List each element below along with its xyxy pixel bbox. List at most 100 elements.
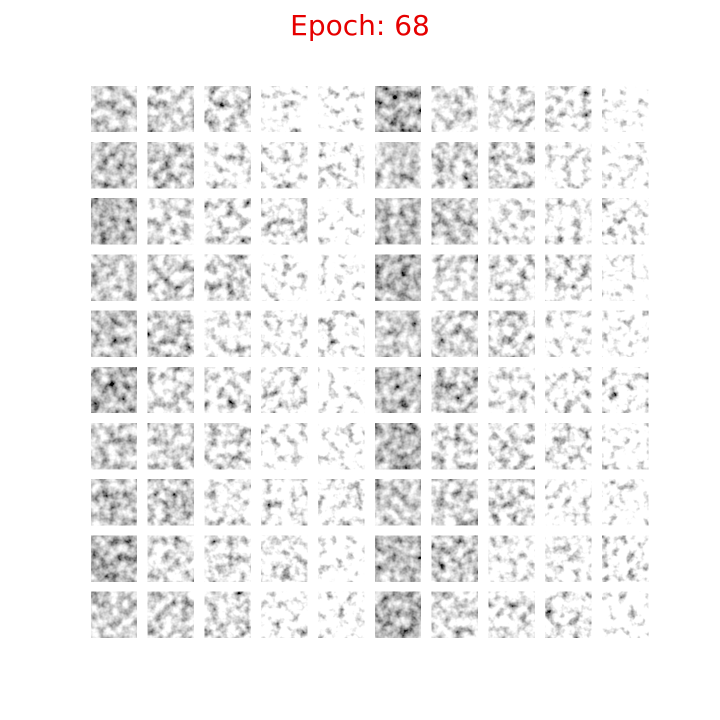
sample-image (545, 535, 592, 582)
sample-image (318, 423, 365, 470)
sample-image (488, 198, 535, 245)
image-grid (91, 86, 649, 638)
sample-image (318, 142, 365, 189)
sample-image (261, 198, 308, 245)
sample-image (318, 198, 365, 245)
sample-image (375, 310, 421, 357)
sample-image (261, 367, 308, 413)
sample-image (488, 254, 535, 301)
sample-image (91, 367, 137, 413)
sample-image (488, 535, 535, 582)
sample-image (318, 254, 365, 301)
sample-image (431, 367, 478, 413)
sample-image (318, 535, 365, 582)
sample-image (545, 479, 592, 526)
sample-image (602, 254, 649, 301)
sample-image (375, 367, 421, 413)
sample-image (147, 254, 194, 301)
sample-image (204, 198, 251, 245)
sample-image (375, 535, 421, 582)
sample-image (318, 591, 365, 638)
sample-image (91, 86, 137, 132)
sample-image (375, 479, 421, 526)
sample-image (147, 591, 194, 638)
sample-image (545, 86, 592, 132)
sample-image (431, 591, 478, 638)
sample-image (488, 86, 535, 132)
sample-image (91, 479, 137, 526)
sample-image (91, 198, 137, 245)
sample-image (91, 142, 137, 189)
sample-image (488, 591, 535, 638)
sample-image (488, 367, 535, 413)
sample-image (431, 142, 478, 189)
sample-image (261, 254, 308, 301)
sample-image (431, 310, 478, 357)
sample-image (147, 367, 194, 413)
sample-image (602, 367, 649, 413)
sample-image (261, 591, 308, 638)
sample-image (602, 310, 649, 357)
sample-image (147, 142, 194, 189)
sample-image (602, 479, 649, 526)
sample-image (431, 423, 478, 470)
sample-image (431, 198, 478, 245)
sample-image (261, 535, 308, 582)
sample-image (147, 423, 194, 470)
sample-image (488, 479, 535, 526)
sample-image (147, 310, 194, 357)
sample-image (204, 423, 251, 470)
sample-image (488, 142, 535, 189)
sample-image (261, 423, 308, 470)
sample-image (602, 142, 649, 189)
sample-image (261, 86, 308, 132)
sample-image (204, 591, 251, 638)
sample-image (91, 535, 137, 582)
sample-image (204, 535, 251, 582)
sample-image (204, 142, 251, 189)
sample-image (91, 310, 137, 357)
sample-image (91, 591, 137, 638)
title: Epoch: 68 (290, 9, 430, 42)
sample-image (488, 310, 535, 357)
sample-image (147, 479, 194, 526)
sample-image (261, 142, 308, 189)
sample-image (147, 535, 194, 582)
sample-image (261, 310, 308, 357)
sample-image (545, 367, 592, 413)
sample-image (318, 86, 365, 132)
sample-image (545, 254, 592, 301)
sample-image (431, 479, 478, 526)
sample-image (375, 198, 421, 245)
sample-image (204, 310, 251, 357)
sample-image (204, 367, 251, 413)
sample-image (318, 367, 365, 413)
sample-image (375, 591, 421, 638)
sample-image (431, 535, 478, 582)
sample-image (91, 423, 137, 470)
sample-image (204, 254, 251, 301)
sample-image (602, 198, 649, 245)
sample-image (375, 254, 421, 301)
sample-image (545, 310, 592, 357)
sample-image (91, 254, 137, 301)
sample-image (375, 86, 421, 132)
sample-image (545, 142, 592, 189)
sample-image (602, 591, 649, 638)
sample-image (204, 479, 251, 526)
sample-image (375, 423, 421, 470)
sample-image (431, 254, 478, 301)
sample-image (602, 86, 649, 132)
sample-image (261, 479, 308, 526)
sample-image (147, 198, 194, 245)
sample-image (602, 535, 649, 582)
sample-image (147, 86, 194, 132)
sample-image (545, 423, 592, 470)
sample-image (488, 423, 535, 470)
sample-image (545, 198, 592, 245)
sample-image (318, 479, 365, 526)
sample-image (318, 310, 365, 357)
sample-image (431, 86, 478, 132)
sample-image (375, 142, 421, 189)
